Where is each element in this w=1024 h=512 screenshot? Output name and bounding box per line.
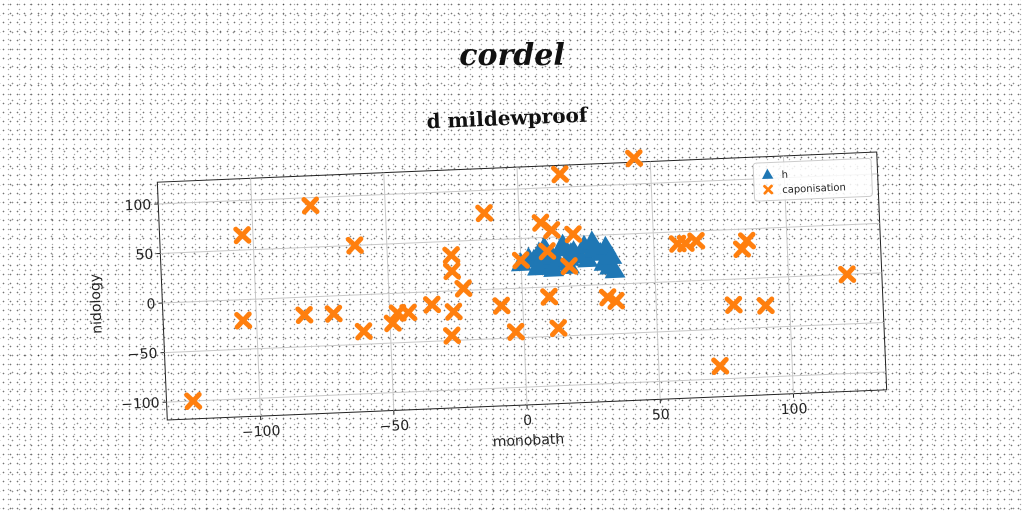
x-point (724, 295, 743, 314)
data-marks (184, 149, 857, 411)
grid (158, 155, 886, 417)
y-tick-label: 100 (124, 197, 151, 214)
x-point (295, 305, 314, 325)
x-point (444, 302, 463, 321)
legend-box (752, 157, 873, 202)
x-point (549, 319, 568, 338)
x-ticks: −100 −50 0 50 100 (242, 393, 808, 441)
x-point (711, 356, 730, 376)
x-point (423, 295, 442, 314)
x-point (560, 257, 579, 276)
y-ticks: −100 −50 0 50 100 (121, 197, 167, 413)
y-axis-label: nidology (87, 274, 105, 334)
y-grid-line (166, 371, 886, 403)
x-point (564, 225, 583, 244)
y-grid-line (162, 272, 882, 304)
x-point (442, 246, 461, 265)
x-point (607, 291, 626, 310)
legend-label: caponisation (782, 182, 846, 196)
x-point (625, 149, 644, 168)
x-point (233, 226, 252, 245)
x-grid-line (250, 178, 262, 417)
y-tick-label: 0 (146, 296, 156, 312)
x-point (542, 221, 561, 240)
x-tick-label: 0 (523, 413, 533, 429)
x-point (511, 251, 530, 270)
x-tick-label: −50 (379, 418, 409, 435)
x-point (838, 265, 857, 284)
legend-x-marker (763, 184, 774, 195)
x-point (598, 288, 617, 307)
legend-label: h (781, 170, 788, 181)
x-point (454, 279, 473, 298)
triangle-point (577, 248, 599, 268)
x-point (354, 322, 373, 341)
y-grid-line (160, 222, 880, 255)
x-tick-label: 50 (652, 407, 670, 424)
page-title: cordel (459, 38, 565, 73)
x-point (737, 231, 757, 250)
x-point (475, 204, 494, 223)
x-point (345, 236, 364, 255)
triangle-point (543, 257, 565, 277)
triangle-point (601, 245, 623, 265)
x-grid-line (516, 167, 528, 405)
x-point (550, 165, 570, 184)
x-axis-label: monobath (492, 431, 564, 450)
triangle-point (527, 256, 549, 276)
x-grid-line (649, 161, 661, 400)
x-point (506, 322, 525, 341)
x-tick-label: 100 (780, 401, 807, 418)
y-tick-label: 50 (135, 247, 153, 264)
x-point (687, 231, 706, 251)
x-tick-label: −100 (242, 423, 281, 441)
x-point (442, 326, 462, 345)
x-point (184, 391, 203, 411)
triangle-point (604, 259, 626, 279)
x-point (324, 304, 343, 323)
x-point (301, 196, 320, 215)
y-tick-label: −50 (128, 346, 158, 363)
x-point (383, 314, 402, 333)
x-point (492, 296, 511, 315)
x-point (756, 296, 775, 315)
x-grid-line (383, 172, 395, 411)
x-point (538, 242, 557, 261)
x-point (540, 287, 559, 306)
legend-triangle-marker (762, 168, 774, 180)
x-point (399, 303, 418, 322)
x-point (234, 311, 253, 330)
y-tick-label: −100 (121, 395, 160, 413)
x-point (442, 262, 462, 281)
chart-title: d mildewproof (426, 103, 589, 134)
